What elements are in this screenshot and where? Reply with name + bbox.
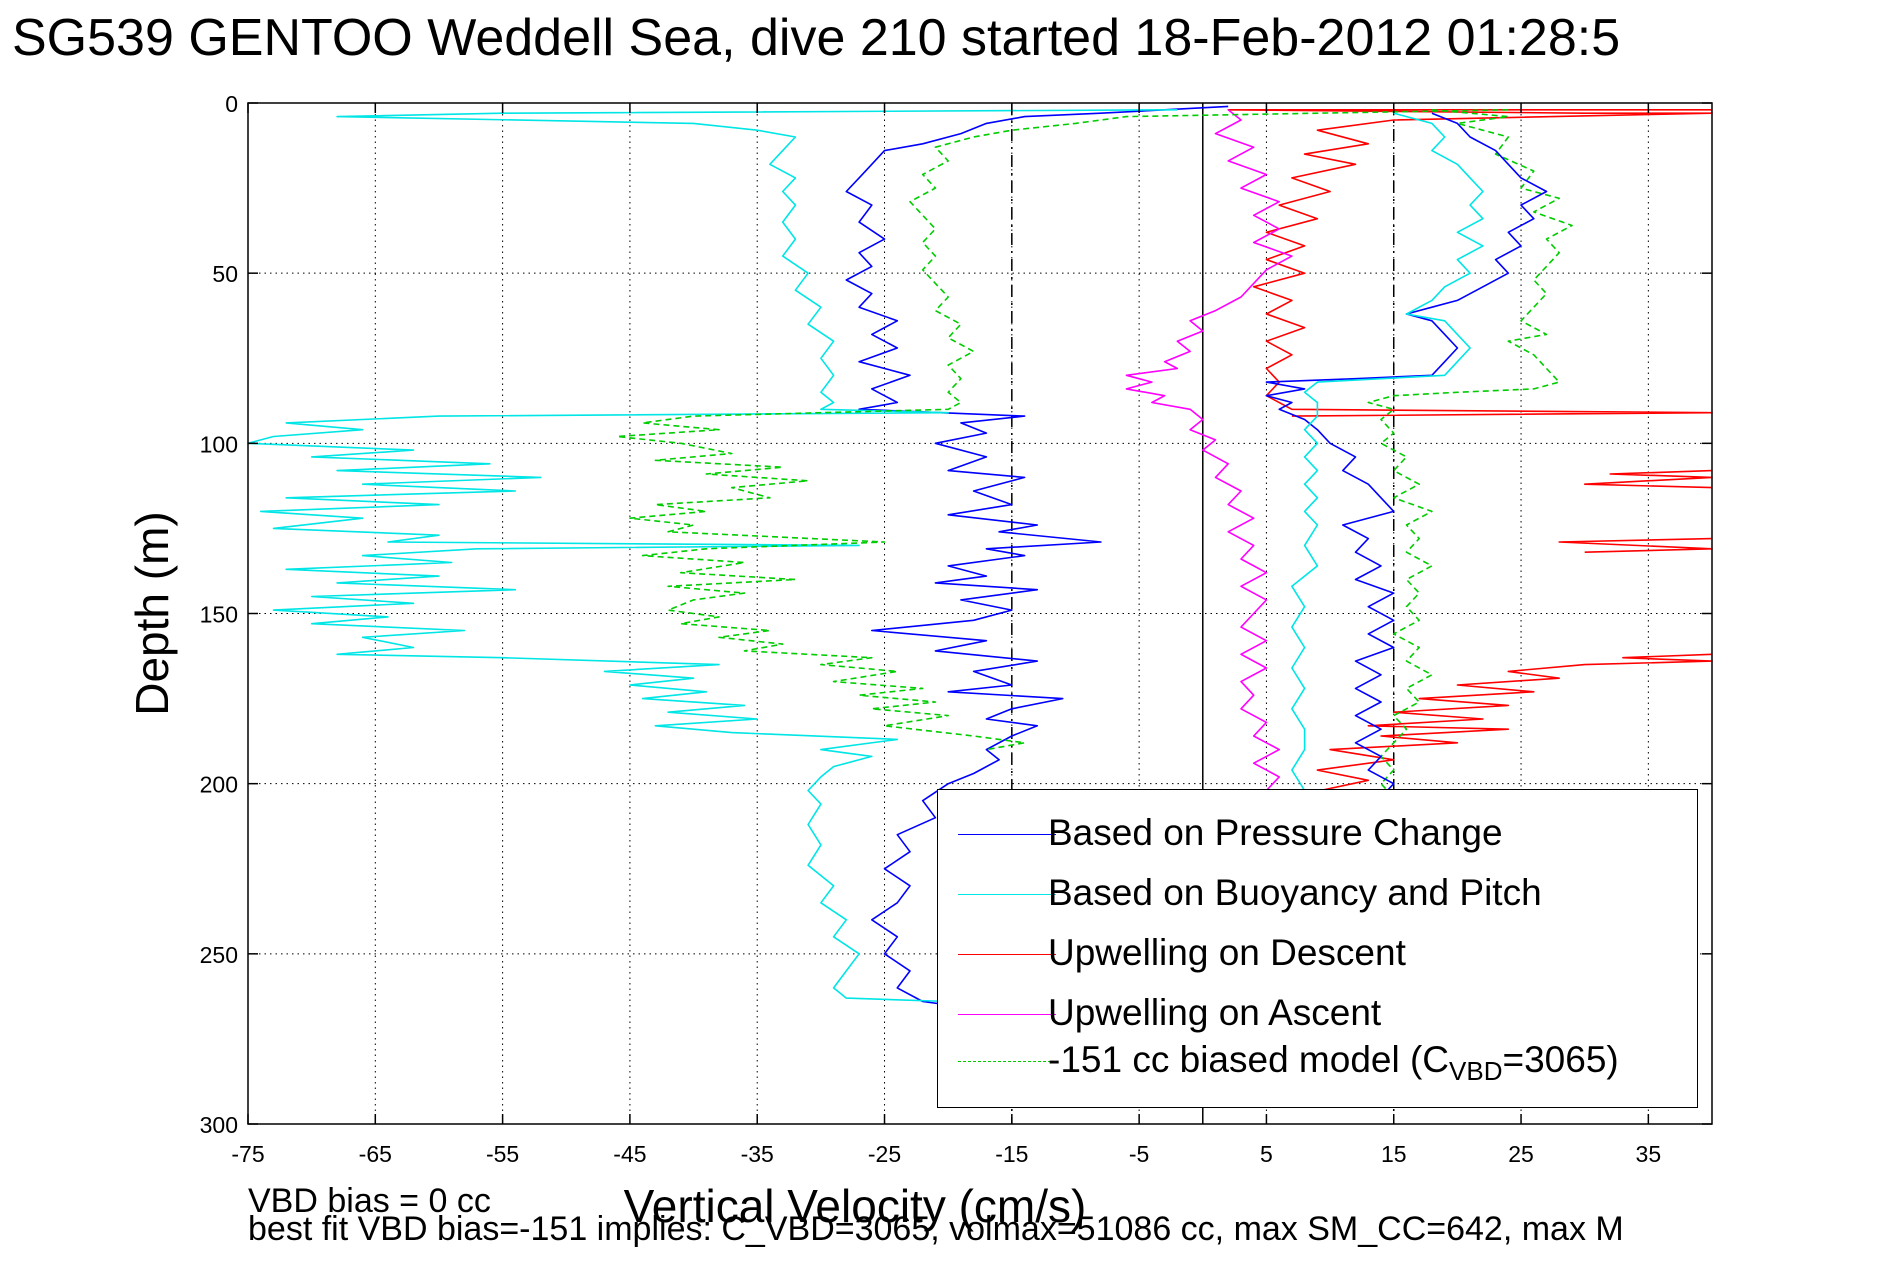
x-tick-label: -45 — [613, 1141, 646, 1167]
legend: Based on Pressure Change Based on Buoyan… — [937, 789, 1698, 1108]
series-line — [1367, 109, 1573, 798]
x-tick-label: 5 — [1260, 1141, 1273, 1167]
x-tick-label: -5 — [1129, 1141, 1149, 1167]
footer-best-fit: best fit VBD bias=-151 implies: C_VBD=30… — [248, 1210, 1624, 1248]
legend-item-biased-model: -151 cc biased model (CVBD=3065) — [938, 1031, 1697, 1086]
legend-label-prefix: -151 cc biased model (C — [1048, 1039, 1450, 1080]
y-tick-labels: 0 50 100 150 200 250 300 — [200, 91, 238, 1138]
legend-swatch — [958, 1014, 1056, 1015]
x-tick-label: 15 — [1381, 1141, 1407, 1167]
legend-label: Based on Pressure Change — [1048, 812, 1503, 853]
y-tick-label: 100 — [200, 431, 238, 457]
x-axis-label: Vertical Velocity (cm/s) — [624, 1180, 1087, 1232]
legend-item-buoyancy-pitch: Based on Buoyancy and Pitch — [938, 864, 1697, 913]
x-tick-label: -15 — [995, 1141, 1028, 1167]
x-tick-label: -55 — [486, 1141, 519, 1167]
series-line — [1227, 109, 1713, 417]
legend-item-pressure-change: Based on Pressure Change — [938, 804, 1697, 853]
legend-label: -151 cc biased model (CVBD=3065) — [1048, 1039, 1619, 1087]
series-line — [616, 109, 1509, 751]
legend-label: Upwelling on Ascent — [1048, 992, 1382, 1033]
y-tick-label: 50 — [212, 261, 238, 287]
x-tick-label: -65 — [359, 1141, 392, 1167]
series-line — [247, 109, 1178, 1003]
chart-title: SG539 GENTOO Weddell Sea, dive 210 start… — [12, 9, 1621, 67]
x-tick-label: -35 — [741, 1141, 774, 1167]
series-line — [1583, 469, 1713, 489]
x-tick-label: 25 — [1508, 1141, 1534, 1167]
y-axis-label: Depth (m) — [126, 511, 178, 715]
series-line — [1291, 112, 1484, 791]
legend-item-upwelling-ascent: Upwelling on Ascent — [938, 984, 1697, 1033]
series-line — [845, 105, 1229, 1010]
x-tick-label: 35 — [1636, 1141, 1662, 1167]
x-tick-labels: -75 -65 -55 -45 -35 -25 -15 -5 5 15 25 35 — [231, 1141, 1661, 1167]
footer-vbd-bias: VBD bias = 0 cc — [248, 1182, 491, 1220]
legend-item-upwelling-descent: Upwelling on Descent — [938, 924, 1697, 973]
series-line — [1265, 112, 1548, 798]
legend-label-suffix: =3065) — [1502, 1039, 1619, 1080]
y-tick-label: 150 — [200, 602, 238, 628]
data-series — [247, 105, 1713, 1010]
y-tick-label: 300 — [200, 1112, 238, 1138]
legend-swatch — [958, 954, 1056, 955]
legend-swatch — [958, 834, 1056, 835]
series-line — [1558, 537, 1713, 553]
legend-label-subscript: VBD — [1449, 1056, 1503, 1086]
legend-label: Based on Buoyancy and Pitch — [1048, 872, 1542, 913]
x-tick-label: -25 — [868, 1141, 901, 1167]
series-line — [1125, 109, 1293, 792]
legend-swatch — [958, 894, 1056, 895]
legend-label: Upwelling on Descent — [1048, 932, 1406, 973]
x-tick-label: -75 — [231, 1141, 264, 1167]
y-tick-label: 200 — [200, 772, 238, 798]
tick-marks — [247, 102, 1712, 1125]
y-tick-label: 0 — [225, 91, 238, 117]
legend-swatch — [958, 1061, 1056, 1062]
series-line — [1304, 653, 1713, 795]
y-tick-label: 250 — [200, 942, 238, 968]
